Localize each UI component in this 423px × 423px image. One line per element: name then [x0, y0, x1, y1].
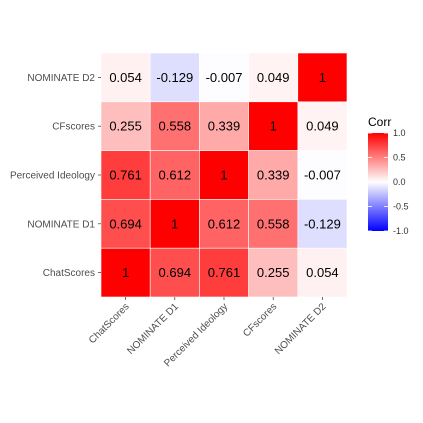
row-labels: NOMINATE D2 CFscores Perceived Ideology NOM… — [10, 73, 101, 279]
heatmap-cell — [297, 101, 348, 151]
row-label: NOMINATE D1 — [27, 219, 95, 230]
cell-value-label: -0.007 — [304, 168, 341, 183]
row-label: NOMINATE D2 — [27, 73, 95, 84]
cell-value-label: 1 — [122, 265, 129, 280]
cell-value-label: 0.339 — [257, 168, 290, 183]
legend-tick-label: -1.0 — [393, 226, 409, 236]
column-label: CFscores — [241, 301, 279, 339]
cell-value-label: 1 — [171, 216, 178, 231]
cell-value-label: 0.761 — [208, 265, 241, 280]
cell-value-label: 0.558 — [257, 216, 290, 231]
heatmap-cell — [248, 247, 299, 298]
heatmap-cell — [248, 199, 299, 249]
cell-value-label: 1 — [220, 168, 227, 183]
heatmap-cell — [297, 199, 348, 249]
cell-value-label: 0.049 — [306, 119, 339, 134]
row-label: Perceived Ideology — [10, 171, 95, 182]
heatmap-cell — [149, 247, 200, 298]
heatmap-cells — [100, 52, 348, 298]
column-label: ChatScores — [87, 301, 132, 346]
cell-value-label: 0.255 — [109, 119, 142, 134]
legend-ticks: 1.0 0.5 0.0 -0.5 -1.0 — [368, 128, 409, 236]
heatmap-cell — [297, 247, 348, 298]
legend-colorbar — [368, 133, 388, 231]
heatmap-cell — [100, 52, 151, 103]
cell-value-label: 0.761 — [109, 168, 142, 183]
heatmap-cell-labels: 0.054 -0.129 -0.007 0.049 1 0.255 0.558 0.339 1 0… — [109, 70, 341, 280]
cell-value-label: -0.129 — [304, 216, 341, 231]
column-label: NOMINATE D2 — [273, 301, 329, 357]
heatmap-cell — [297, 52, 348, 103]
heatmap-cell — [248, 150, 299, 200]
legend-title: Corr — [368, 115, 391, 129]
heatmap-cell — [100, 199, 151, 249]
row-label: ChatScores — [43, 268, 95, 279]
column-label: NOMINATE D1 — [125, 301, 181, 357]
cell-value-label: 0.612 — [208, 216, 241, 231]
heatmap-cell — [149, 101, 200, 151]
heatmap-cell — [149, 199, 200, 249]
legend-tick-label: 0.5 — [393, 153, 406, 163]
legend-tick-label: -0.5 — [393, 202, 409, 212]
cell-value-label: 0.049 — [257, 70, 290, 85]
cell-value-label: 0.694 — [159, 265, 192, 280]
legend-tick-label: 1.0 — [393, 128, 406, 138]
cell-value-label: 0.054 — [306, 265, 339, 280]
cell-value-label: 1 — [319, 70, 326, 85]
heatmap-cell — [199, 52, 249, 103]
cell-value-label: 0.255 — [257, 265, 290, 280]
cell-value-label: 0.054 — [109, 70, 142, 85]
legend-tick-label: 0.0 — [393, 177, 406, 187]
cell-value-label: 0.612 — [159, 168, 192, 183]
heatmap-cell — [149, 52, 200, 103]
cell-value-label: 0.694 — [109, 216, 142, 231]
heatmap-cell — [199, 150, 249, 200]
heatmap-cell — [100, 150, 151, 200]
row-label: CFscores — [52, 122, 95, 133]
cell-value-label: 1 — [270, 119, 277, 134]
heatmap-cell — [199, 199, 249, 249]
cell-value-label: 0.558 — [159, 119, 192, 134]
heatmap-cell — [297, 150, 348, 200]
cell-value-label: 0.339 — [208, 119, 241, 134]
heatmap-cell — [248, 101, 299, 151]
legend: Corr 1.0 0.5 0.0 -0.5 -1.0 — [368, 115, 409, 236]
cell-value-label: -0.007 — [206, 70, 243, 85]
cell-value-label: -0.129 — [156, 70, 193, 85]
